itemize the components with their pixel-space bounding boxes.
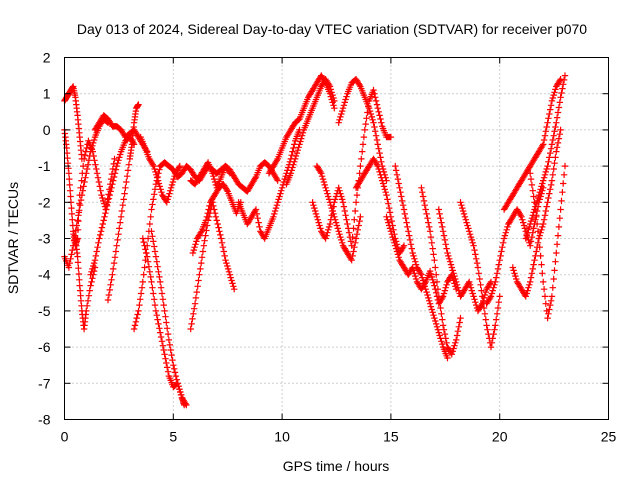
chart-title: Day 013 of 2024, Sidereal Day-to-day VTE… — [77, 21, 587, 37]
data-point-markers — [483, 184, 547, 307]
y-tick-label: -8 — [38, 412, 51, 428]
series-sat-l — [187, 199, 238, 333]
data-point-markers — [500, 76, 564, 213]
x-axis-label: GPS time / hours — [283, 458, 390, 474]
data-points — [61, 72, 569, 409]
series-sat-n — [189, 181, 244, 257]
series-sat-r — [309, 86, 395, 249]
series-sat-f — [104, 101, 142, 304]
series-sat-s — [313, 162, 364, 264]
data-point-markers — [187, 159, 281, 195]
data-point-markers — [309, 86, 395, 249]
data-point-markers — [283, 76, 338, 188]
data-point-markers — [139, 235, 188, 409]
y-tick-label: -6 — [38, 339, 51, 355]
data-point-markers — [189, 181, 244, 257]
data-point-markers — [392, 162, 451, 362]
series-sat-t — [335, 76, 390, 184]
series-sat-w — [392, 162, 451, 362]
series-sat-x — [418, 184, 464, 358]
y-tick-label: -7 — [38, 375, 51, 391]
data-point-markers — [435, 206, 495, 315]
data-point-markers — [187, 199, 238, 333]
series-sat-o — [235, 126, 303, 242]
x-tick-label: 25 — [601, 429, 617, 445]
y-tick-label: -4 — [38, 267, 51, 283]
series-sat-u — [352, 155, 408, 257]
series-sat-m — [187, 159, 281, 195]
x-tick-label: 5 — [169, 429, 177, 445]
x-tick-label: 10 — [274, 429, 290, 445]
data-point-markers — [457, 199, 503, 351]
series-sat-ab — [500, 76, 564, 213]
y-axis-label: SDTVAR / TECUs — [5, 182, 21, 294]
data-point-markers — [87, 133, 138, 278]
axis-ticks: 0 5 10 15 20 25 -8 -7 -6 -5 -4 -3 -2 -1 0 1 2 — [38, 50, 616, 445]
data-point-markers — [104, 101, 142, 304]
series-sat-e — [87, 133, 138, 278]
data-point-markers — [137, 133, 183, 206]
data-point-markers — [509, 126, 564, 300]
y-tick-label: 1 — [43, 86, 51, 102]
y-tick-label: -5 — [38, 303, 51, 319]
series-sat-c — [72, 235, 99, 333]
series-sat-ac — [509, 126, 564, 300]
y-tick-label: -2 — [38, 194, 51, 210]
data-point-markers — [61, 115, 112, 271]
data-point-markers — [148, 228, 190, 409]
y-tick-label: -3 — [38, 231, 51, 247]
y-tick-label: 2 — [43, 50, 51, 66]
series-sat-i — [148, 228, 190, 409]
series-sat-ae — [522, 72, 569, 242]
series-sat-ad — [527, 162, 569, 322]
series-sat-j — [139, 235, 188, 409]
data-point-markers — [72, 235, 99, 333]
data-point-markers — [418, 184, 464, 358]
series-sat-p — [265, 72, 338, 177]
data-point-markers — [352, 155, 408, 257]
data-point-markers — [522, 72, 569, 242]
y-tick-label: 0 — [43, 122, 51, 138]
series-sat-y — [435, 206, 495, 315]
series-sat-d — [61, 115, 112, 271]
x-tick-label: 15 — [383, 429, 399, 445]
x-tick-label: 20 — [492, 429, 508, 445]
series-sat-z — [457, 199, 503, 351]
data-point-markers — [335, 76, 390, 184]
y-tick-label: -1 — [38, 158, 51, 174]
data-point-markers — [527, 162, 569, 322]
series-sat-aa — [483, 184, 547, 307]
data-point-markers — [313, 162, 364, 264]
data-point-markers — [265, 72, 338, 177]
series-sat-q — [283, 76, 338, 188]
series-sat-v — [383, 213, 460, 307]
series-sat-k — [137, 133, 183, 206]
data-point-markers — [235, 126, 303, 242]
x-tick-label: 0 — [61, 429, 69, 445]
data-point-markers — [383, 213, 460, 307]
